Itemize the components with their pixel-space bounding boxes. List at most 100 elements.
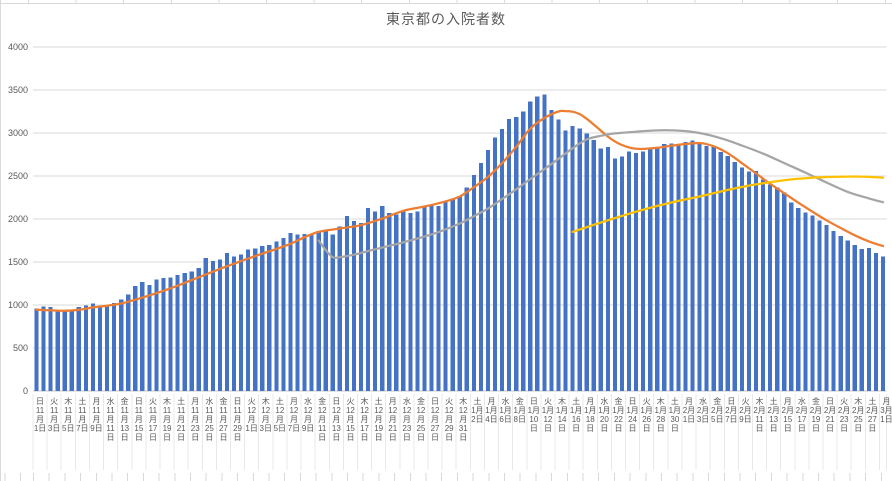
bar (224, 253, 230, 391)
bar (732, 162, 737, 391)
line-orange-trend (35, 109, 885, 312)
bar (669, 143, 674, 391)
bar (626, 151, 632, 391)
bar (48, 307, 53, 392)
bar (612, 158, 617, 391)
x-axis-separators (32, 394, 887, 470)
bar (62, 311, 67, 391)
bar (866, 248, 871, 391)
bar (556, 119, 561, 391)
bar (330, 234, 335, 391)
bar (126, 294, 131, 391)
bar (591, 139, 596, 391)
bar (83, 305, 88, 391)
bar (514, 117, 519, 391)
bar (422, 206, 427, 391)
bar (366, 207, 371, 391)
bar (133, 286, 138, 391)
bar (542, 94, 547, 391)
bar (521, 111, 526, 391)
bar (217, 259, 222, 391)
bar (119, 299, 124, 391)
bar (203, 258, 208, 391)
spreadsheet-column-border (0, 0, 1, 481)
bar (873, 253, 878, 391)
bar (373, 211, 378, 391)
bar (267, 244, 272, 391)
y-axis-tick-label: 4000 (8, 42, 28, 52)
bar (436, 206, 441, 391)
bar (852, 244, 857, 391)
bar (288, 232, 293, 391)
bar (231, 256, 237, 391)
bar (337, 226, 342, 391)
bar (718, 151, 723, 391)
bar (725, 156, 730, 391)
bar (662, 144, 667, 391)
bar (253, 248, 258, 391)
bar (358, 222, 364, 391)
bar (34, 308, 39, 391)
bar (810, 215, 815, 391)
y-axis-tick-label: 3500 (8, 85, 28, 95)
bar (147, 284, 152, 391)
bar-series (34, 94, 886, 392)
bar (704, 145, 709, 391)
bar (295, 234, 300, 391)
bar (90, 303, 96, 391)
spreadsheet-cell-row-top (0, 0, 892, 4)
bar (817, 220, 822, 391)
y-axis-tick-label: 3000 (8, 128, 28, 138)
bar (41, 306, 46, 391)
bar (76, 307, 81, 392)
bar (97, 306, 103, 391)
bar (302, 234, 307, 392)
bar (711, 146, 716, 391)
bar (69, 309, 74, 391)
bar (351, 221, 356, 392)
bar (880, 256, 886, 391)
bar (394, 214, 399, 391)
bar (408, 213, 413, 391)
bar (478, 163, 483, 391)
bar (838, 235, 843, 391)
bar (323, 229, 328, 392)
bar (161, 277, 166, 391)
bar (782, 192, 787, 391)
bar (845, 240, 850, 391)
y-axis-tick-label: 2500 (8, 171, 28, 181)
y-axis-tick-label: 1500 (8, 257, 28, 267)
bar (464, 187, 469, 391)
bar (676, 144, 681, 391)
y-axis-tick-label: 1000 (8, 300, 28, 310)
bar (380, 206, 385, 391)
bar (789, 202, 794, 391)
bar (175, 274, 180, 391)
bar (577, 128, 582, 391)
bar (619, 156, 625, 392)
bar (831, 231, 836, 391)
bar (739, 167, 744, 391)
y-axis-tick-label: 500 (13, 343, 28, 353)
bar (528, 101, 533, 391)
bar (316, 231, 321, 391)
bar (189, 271, 194, 391)
bar (154, 279, 159, 391)
bar (648, 147, 653, 391)
bar (598, 148, 603, 391)
bar (105, 305, 110, 391)
bar (492, 137, 498, 391)
bar (753, 170, 759, 391)
y-axis-tick-label: 0 (23, 386, 28, 396)
bar (796, 207, 801, 391)
bar (450, 199, 455, 391)
line-yellow-trend (571, 175, 885, 234)
bar (196, 268, 201, 391)
bar (824, 225, 829, 391)
bar (182, 272, 187, 392)
bar (387, 213, 392, 391)
bar (683, 142, 688, 391)
bar (803, 212, 808, 392)
